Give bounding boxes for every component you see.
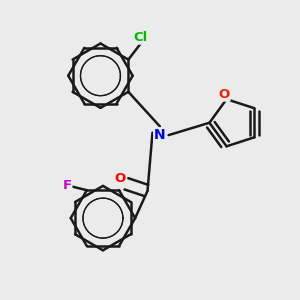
Text: N: N	[154, 128, 166, 142]
Text: Cl: Cl	[134, 31, 148, 44]
Text: F: F	[62, 179, 72, 192]
Text: O: O	[218, 88, 230, 101]
Text: O: O	[115, 172, 126, 185]
